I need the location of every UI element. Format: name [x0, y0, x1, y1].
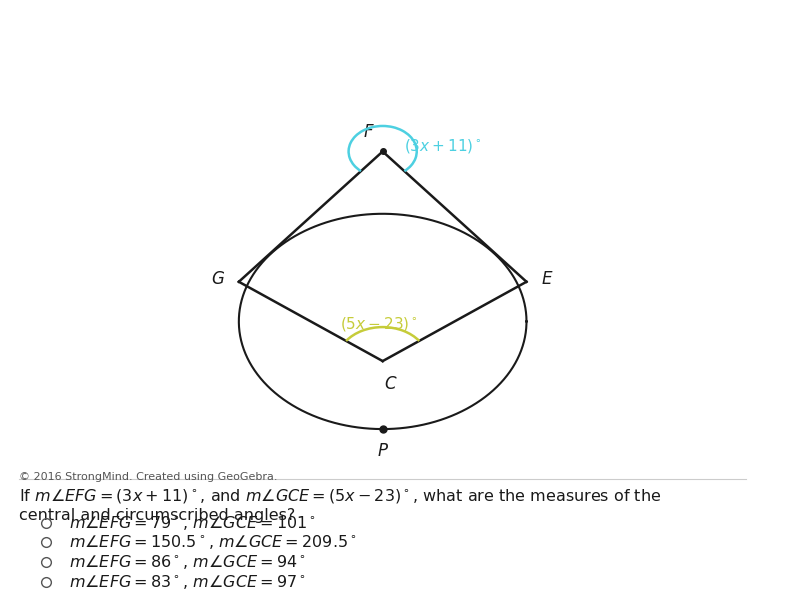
Text: $m\angle EFG = 86^\circ$, $m\angle GCE = 94^\circ$: $m\angle EFG = 86^\circ$, $m\angle GCE =…	[69, 553, 306, 571]
Text: central and circumscribed angles?: central and circumscribed angles?	[19, 508, 295, 524]
Text: F: F	[363, 123, 373, 141]
Text: P: P	[378, 442, 388, 460]
Text: © 2016 StrongMind. Created using GeoGebra.: © 2016 StrongMind. Created using GeoGebr…	[19, 471, 278, 482]
Text: $m\angle EFG = 83^\circ$, $m\angle GCE = 97^\circ$: $m\angle EFG = 83^\circ$, $m\angle GCE =…	[69, 573, 306, 591]
Text: G: G	[211, 270, 224, 288]
Text: $(5x - 23)^\circ$: $(5x - 23)^\circ$	[340, 315, 418, 333]
Text: If $m\angle EFG = (3x + 11)^\circ$, and $m\angle GCE = (5x - 23)^\circ$, what ar: If $m\angle EFG = (3x + 11)^\circ$, and …	[19, 487, 662, 505]
Text: $m\angle EFG = 79^\circ$, $m\angle GCE = 101^\circ$: $m\angle EFG = 79^\circ$, $m\angle GCE =…	[69, 514, 316, 531]
Text: $m\angle EFG = 150.5^\circ$, $m\angle GCE = 209.5^\circ$: $m\angle EFG = 150.5^\circ$, $m\angle GC…	[69, 533, 356, 551]
Text: E: E	[542, 270, 552, 288]
Text: $(3x + 11)^\circ$: $(3x + 11)^\circ$	[404, 137, 482, 155]
Text: C: C	[385, 375, 396, 393]
